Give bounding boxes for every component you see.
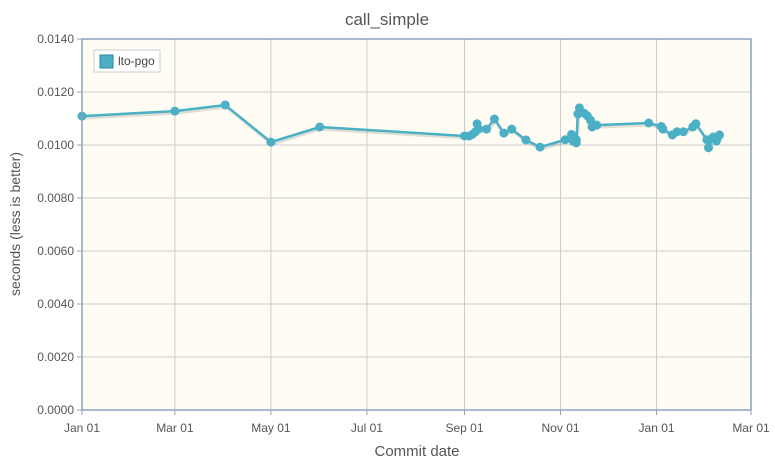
legend-label: lto-pgo: [118, 54, 155, 68]
data-point: [521, 135, 531, 145]
plot-area: [82, 39, 751, 410]
data-point: [499, 128, 509, 138]
data-point: [658, 124, 668, 134]
y-tick-label: 0.0060: [37, 244, 74, 258]
x-tick-label: Mar 01: [732, 421, 770, 435]
data-point: [220, 100, 230, 110]
x-tick-label: Mar 01: [156, 421, 194, 435]
chart-title: call_simple: [345, 10, 429, 29]
data-point: [592, 120, 602, 130]
y-tick-label: 0.0080: [37, 191, 74, 205]
x-tick-label: Jan 01: [639, 421, 675, 435]
data-point: [691, 119, 701, 129]
data-point: [489, 114, 499, 124]
y-axis-label: seconds (less is better): [7, 152, 23, 296]
x-tick-label: Nov 01: [542, 421, 580, 435]
data-point: [678, 127, 688, 137]
x-tick-label: Sep 01: [445, 421, 483, 435]
data-point: [672, 127, 682, 137]
data-point: [703, 143, 713, 153]
data-point: [170, 106, 180, 116]
x-tick-label: Jan 01: [64, 421, 100, 435]
data-point: [482, 124, 492, 134]
data-point: [535, 142, 545, 152]
data-point: [644, 118, 654, 128]
data-point: [507, 124, 517, 134]
x-tick-label: Jul 01: [351, 421, 383, 435]
data-point: [560, 135, 570, 145]
data-point: [474, 124, 484, 134]
y-tick-label: 0.0140: [37, 32, 74, 46]
data-point: [715, 130, 725, 140]
plot-border: [81, 38, 752, 411]
y-tick-label: 0.0100: [37, 138, 74, 152]
x-axis-label: Commit date: [374, 443, 459, 460]
data-point: [315, 122, 325, 132]
y-tick-label: 0.0020: [37, 350, 74, 364]
y-tick-label: 0.0040: [37, 297, 74, 311]
legend-swatch: [99, 54, 114, 69]
legend: lto-pgo: [93, 49, 161, 73]
data-point: [571, 138, 581, 148]
y-tick-label: 0.0120: [37, 85, 74, 99]
x-tick-label: May 01: [251, 421, 291, 435]
data-point: [266, 137, 276, 147]
y-tick-label: 0.0000: [37, 403, 74, 417]
